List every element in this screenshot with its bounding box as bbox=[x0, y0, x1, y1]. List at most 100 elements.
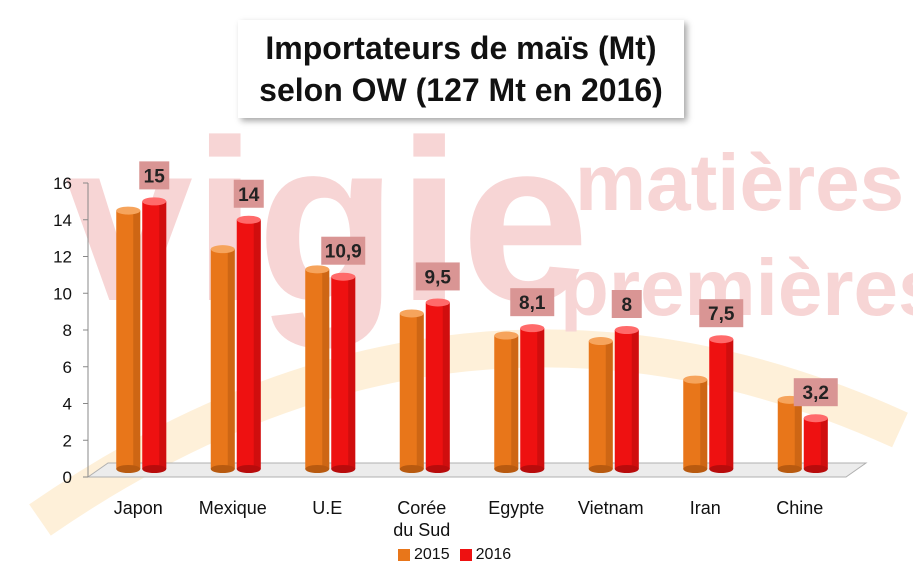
bar-shade bbox=[511, 335, 519, 469]
bar-top bbox=[399, 309, 424, 318]
y-tick-label: 16 bbox=[53, 174, 72, 193]
data-label-2016: 14 bbox=[233, 179, 264, 208]
x-tick-label: Corée du Sud bbox=[393, 498, 450, 540]
bar-shade bbox=[159, 201, 167, 469]
y-tick-label: 14 bbox=[53, 211, 72, 230]
bar-shade bbox=[605, 341, 613, 469]
chart-title: Importateurs de maïs (Mt) selon OW (127 … bbox=[238, 20, 684, 118]
bar-base bbox=[305, 465, 330, 473]
bar-base bbox=[683, 465, 708, 473]
bar-shade bbox=[416, 313, 424, 469]
bar-base bbox=[614, 465, 639, 473]
bar-top bbox=[588, 337, 613, 346]
bar-shade bbox=[794, 399, 802, 469]
legend-label-2015: 2015 bbox=[414, 546, 450, 563]
y-tick-label: 2 bbox=[63, 431, 72, 450]
bar-base bbox=[331, 465, 356, 473]
data-label-text: 8 bbox=[621, 295, 632, 316]
bar-top bbox=[520, 324, 545, 333]
x-tick-label: Mexique bbox=[199, 498, 267, 518]
data-label-2016: 15 bbox=[139, 161, 170, 190]
bar-shade bbox=[348, 276, 356, 469]
bar-shade bbox=[700, 379, 708, 469]
x-tick-label: Chine bbox=[776, 498, 823, 518]
bar-top bbox=[116, 206, 141, 215]
bar-2015-1 bbox=[210, 245, 235, 473]
bar-2015-3 bbox=[399, 309, 424, 473]
chart-title-line2: selon OW (127 Mt en 2016) bbox=[259, 72, 663, 108]
data-label-2016: 9,5 bbox=[415, 262, 460, 291]
bar-2015-6 bbox=[683, 375, 708, 473]
bar-base bbox=[494, 465, 519, 473]
labels-layer: Japon 15 Mexique 14 U.E 10,9 Corée du Sud 9,5 Egy… bbox=[114, 161, 838, 540]
bar-base bbox=[210, 465, 235, 473]
y-tick-label: 6 bbox=[63, 358, 72, 377]
axis-layer: 0 2 4 6 8 10 12 14 16 bbox=[53, 174, 868, 487]
bar-shade bbox=[537, 328, 545, 469]
legend-item-2016: 2016 bbox=[459, 546, 511, 564]
bar-shade bbox=[820, 418, 828, 469]
bar-shade bbox=[631, 330, 639, 469]
data-label-text: 8,1 bbox=[519, 293, 546, 314]
bar-2015-2 bbox=[305, 265, 330, 473]
bar-top bbox=[614, 326, 639, 334]
legend-swatch-2016 bbox=[459, 549, 472, 561]
data-label-box bbox=[415, 262, 460, 291]
data-label-box bbox=[611, 290, 642, 318]
x-tick-label: U.E bbox=[312, 498, 342, 518]
bar-shade bbox=[227, 249, 235, 469]
bar-top bbox=[803, 414, 828, 423]
bar-shade bbox=[726, 339, 734, 469]
data-label-box bbox=[510, 288, 555, 317]
bar-base bbox=[709, 465, 734, 473]
bar-base bbox=[399, 465, 424, 473]
data-label-box bbox=[793, 378, 838, 407]
legend-swatch-2015 bbox=[398, 549, 410, 561]
bar-shade bbox=[322, 269, 330, 469]
bar-2016-1 bbox=[236, 215, 261, 473]
data-label-text: 9,5 bbox=[425, 267, 452, 288]
bar-top bbox=[494, 331, 519, 340]
data-label-box bbox=[699, 299, 744, 328]
x-tick-label: Vietnam bbox=[578, 498, 644, 518]
data-label-text: 15 bbox=[144, 166, 166, 187]
bar-base bbox=[116, 465, 141, 473]
bar-top bbox=[709, 335, 734, 344]
x-tick-label: Japon bbox=[114, 498, 163, 518]
bar-base bbox=[236, 465, 261, 473]
bar-top bbox=[236, 215, 261, 224]
data-label-text: 3,2 bbox=[803, 383, 829, 404]
bars-layer bbox=[116, 197, 828, 473]
chart-title-line1: Importateurs de maïs (Mt) bbox=[265, 30, 657, 66]
bar-shade bbox=[442, 302, 450, 469]
bar-2016-3 bbox=[425, 298, 450, 473]
data-label-box bbox=[321, 236, 366, 265]
data-label-2016: 8 bbox=[611, 290, 642, 318]
data-label-box bbox=[233, 179, 264, 208]
bar-2016-5 bbox=[614, 326, 639, 473]
data-label-2016: 8,1 bbox=[510, 288, 555, 317]
bar-base bbox=[520, 465, 545, 473]
bar-base bbox=[588, 465, 613, 473]
legend: 2015 2016 bbox=[398, 546, 511, 564]
bar-2015-0 bbox=[116, 206, 141, 473]
bar-2015-4 bbox=[494, 331, 519, 473]
x-tick-label: Iran bbox=[690, 498, 721, 518]
bar-2016-7 bbox=[803, 414, 828, 473]
data-label-text: 10,9 bbox=[325, 242, 362, 263]
bar-top bbox=[425, 298, 450, 307]
bar-base bbox=[803, 465, 828, 473]
bar-base bbox=[425, 465, 450, 473]
data-label-box bbox=[139, 161, 170, 190]
bar-2016-6 bbox=[709, 335, 734, 473]
bar-2016-4 bbox=[520, 324, 545, 473]
data-label-2016: 10,9 bbox=[321, 236, 366, 265]
data-label-2016: 7,5 bbox=[699, 299, 744, 328]
bar-base bbox=[142, 465, 167, 473]
data-label-2016: 3,2 bbox=[793, 378, 838, 407]
bar-base bbox=[777, 465, 802, 473]
legend-item-2015: 2015 bbox=[398, 546, 450, 564]
y-tick-label: 10 bbox=[53, 284, 72, 303]
